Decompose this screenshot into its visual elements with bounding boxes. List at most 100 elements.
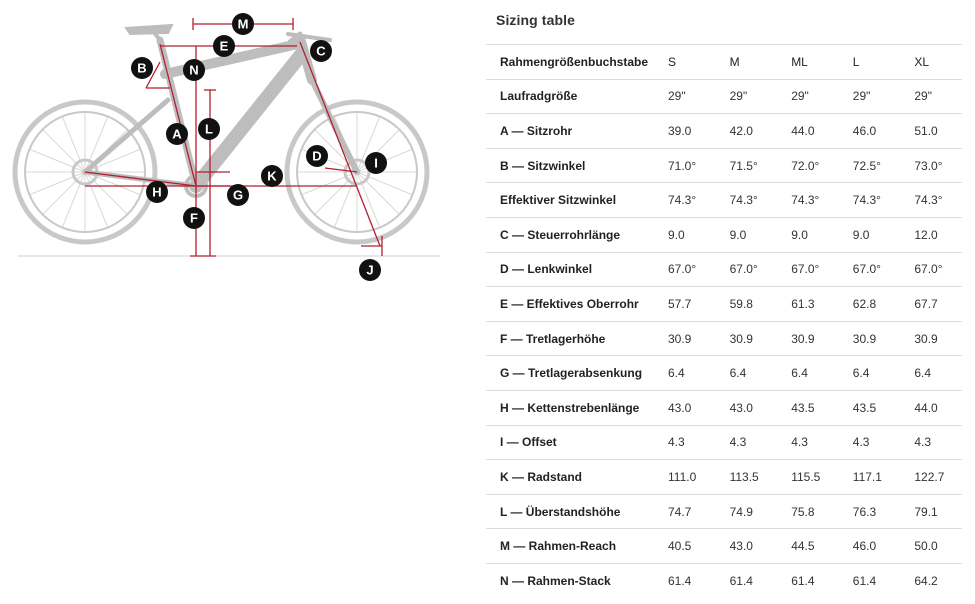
table-cell: 74.3° [654, 182, 716, 218]
table-cell: 115.5 [777, 459, 839, 495]
header-cell: Rahmengrößenbuchstabe [486, 44, 654, 80]
svg-text:C: C [316, 44, 326, 59]
table-row: L — Überstandshöhe 74.7 74.9 75.8 76.3 79.1 [486, 493, 962, 529]
svg-text:N: N [189, 63, 198, 78]
table-cell: 64.2 [900, 562, 962, 598]
row-label: L — Überstandshöhe [486, 493, 654, 529]
table-cell: 39.0 [654, 113, 716, 149]
table-cell: 9.0 [654, 216, 716, 253]
table-cell: 43.0 [715, 528, 778, 564]
table-cell: 74.3° [900, 182, 962, 218]
table-cell: 46.0 [838, 528, 901, 564]
table-cell: 74.3° [715, 182, 778, 218]
row-label: N — Rahmen-Stack [486, 562, 654, 598]
table-cell: 44.0 [900, 389, 962, 426]
svg-text:G: G [233, 188, 243, 203]
svg-text:E: E [220, 39, 229, 54]
table-cell: 79.1 [900, 493, 962, 529]
table-cell: 50.0 [900, 528, 962, 564]
table-cell: 29" [777, 78, 839, 114]
svg-text:K: K [267, 169, 277, 184]
row-label: D — Lenkwinkel [486, 251, 654, 287]
row-label: M — Rahmen-Reach [486, 528, 654, 564]
table-row: M — Rahmen-Reach 40.5 43.0 44.5 46.0 50.0 [486, 528, 962, 564]
table-cell: 113.5 [715, 459, 778, 495]
table-row: C — Steuerrohrlänge 9.0 9.0 9.0 9.0 12.0 [486, 216, 962, 253]
table-cell: 67.0° [777, 251, 839, 287]
label-E: E [213, 35, 235, 57]
svg-text:D: D [312, 149, 321, 164]
table-row: B — Sitzwinkel 71.0° 71.5° 72.0° 72.5° 73.0° [486, 147, 962, 183]
table-row: A — Sitzrohr 39.0 42.0 44.0 46.0 51.0 [486, 113, 962, 149]
label-K: K [261, 165, 283, 187]
label-A: A [166, 123, 188, 145]
label-M: M [232, 13, 254, 35]
label-I: I [365, 152, 387, 174]
table-cell: 6.4 [715, 355, 778, 391]
table-cell: 43.5 [777, 389, 839, 426]
table-cell: 73.0° [900, 147, 962, 183]
table-cell: 74.7 [654, 493, 716, 529]
header-cell: XL [900, 44, 962, 80]
label-B: B [131, 57, 153, 79]
table-cell: 29" [654, 78, 716, 114]
row-label: G — Tretlagerabsenkung [486, 355, 654, 391]
table-row: D — Lenkwinkel 67.0° 67.0° 67.0° 67.0° 67.0° [486, 251, 962, 287]
label-G: G [227, 184, 249, 206]
row-label: Laufradgröße [486, 78, 654, 114]
table-cell: 40.5 [654, 528, 716, 564]
measurement-lines [84, 18, 383, 257]
table-cell: 43.5 [838, 389, 901, 426]
table-cell: 29" [715, 78, 778, 114]
header-cell: S [654, 44, 716, 80]
table-cell: 9.0 [777, 216, 839, 253]
table-cell: 6.4 [900, 355, 962, 391]
header-cell: M [715, 44, 778, 80]
table-row: K — Radstand 111.0 113.5 115.5 117.1 122.7 [486, 459, 962, 495]
sizing-table: Rahmengrößenbuchstabe S M ML L XL Laufra… [486, 44, 962, 598]
table-row: I — Offset 4.3 4.3 4.3 4.3 4.3 [486, 424, 962, 460]
table-row: E — Effektives Oberrohr 57.7 59.8 61.3 62.8 6… [486, 286, 962, 322]
label-D: D [306, 145, 328, 167]
table-header-row: Rahmengrößenbuchstabe S M ML L XL [486, 44, 962, 80]
table-row: Effektiver Sitzwinkel 74.3° 74.3° 74.3° 74.3… [486, 182, 962, 218]
row-label: A — Sitzrohr [486, 113, 654, 149]
table-cell: 6.4 [777, 355, 839, 391]
table-cell: 61.4 [654, 562, 716, 598]
table-cell: 67.0° [838, 251, 901, 287]
table-cell: 74.9 [715, 493, 778, 529]
table-cell: 30.9 [900, 320, 962, 356]
svg-text:J: J [366, 263, 373, 278]
table-cell: 30.9 [838, 320, 901, 356]
svg-text:M: M [238, 17, 249, 32]
table-cell: 43.0 [654, 389, 716, 426]
row-label: E — Effektives Oberrohr [486, 286, 654, 322]
table-cell: 72.5° [838, 147, 901, 183]
table-row: Laufradgröße 29" 29" 29" 29" 29" [486, 78, 962, 114]
label-C: C [310, 40, 332, 62]
row-label: B — Sitzwinkel [486, 147, 654, 183]
table-cell: 29" [900, 78, 962, 114]
table-cell: 67.0° [654, 251, 716, 287]
table-cell: 30.9 [715, 320, 778, 356]
table-cell: 67.0° [900, 251, 962, 287]
table-cell: 117.1 [838, 459, 901, 495]
table-cell: 44.0 [777, 113, 839, 149]
table-cell: 75.8 [777, 493, 839, 529]
table-cell: 74.3° [838, 182, 901, 218]
table-cell: 61.3 [777, 286, 839, 322]
table-cell: 9.0 [838, 216, 901, 253]
table-cell: 122.7 [900, 459, 962, 495]
table-cell: 51.0 [900, 113, 962, 149]
label-H: H [146, 181, 168, 203]
bike-geometry-svg: M E C B N L A D I K H G F J [12, 13, 440, 281]
svg-text:I: I [374, 156, 378, 171]
table-cell: 43.0 [715, 389, 778, 426]
row-label: Effektiver Sitzwinkel [486, 182, 654, 218]
table-cell: 72.0° [777, 147, 839, 183]
row-label: H — Kettenstrebenlänge [486, 389, 654, 426]
table-cell: 61.4 [838, 562, 901, 598]
svg-text:H: H [152, 185, 161, 200]
table-cell: 4.3 [654, 424, 716, 460]
table-cell: 4.3 [715, 424, 778, 460]
